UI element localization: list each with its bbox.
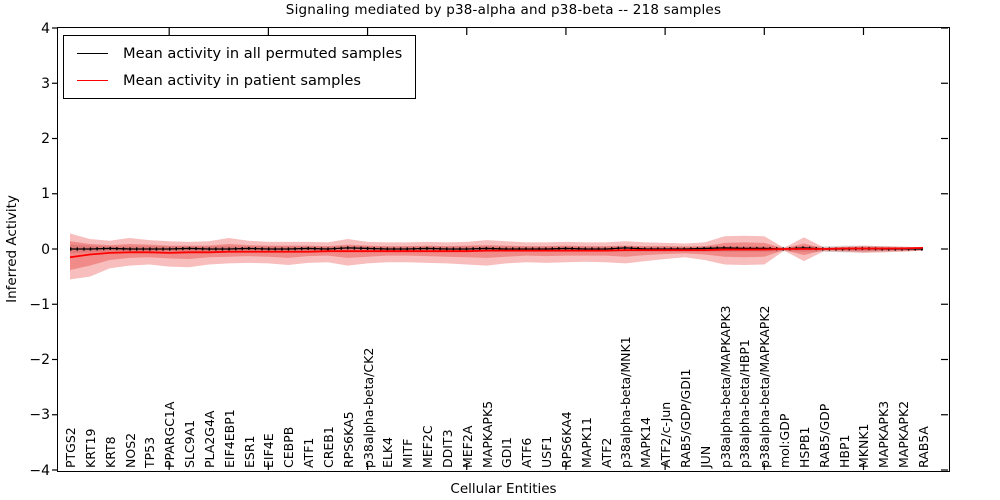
x-tick-label: RPS6KA4 [558, 411, 574, 468]
legend-line-black-icon [77, 53, 108, 54]
x-tick-label: p38alpha-beta/CK2 [360, 347, 376, 468]
legend: Mean activity in all permuted samples Me… [63, 35, 417, 99]
x-tick-label: PLA2G4A [201, 410, 217, 468]
y-tick-label: −1 [29, 296, 50, 313]
y-tick-label: 0 [41, 241, 50, 258]
x-tick-label: ATF2 [598, 437, 614, 468]
y-tick-label: −4 [29, 462, 50, 479]
y-tick-label: 2 [41, 131, 50, 147]
x-tick-label: p38alpha-beta/MNK1 [618, 336, 634, 468]
y-tick-label: 1 [41, 186, 50, 203]
x-tick-label: RPS6KA5 [340, 411, 356, 468]
legend-item-patient: Mean activity in patient samples [77, 72, 402, 89]
x-tick-label: MAPKAPK5 [479, 400, 495, 468]
x-tick-label: ATF6 [519, 437, 535, 468]
legend-label-patient: Mean activity in patient samples [123, 72, 362, 89]
legend-label-permuted: Mean activity in all permuted samples [123, 45, 403, 62]
plot-canvas [52, 27, 948, 471]
x-tick-label: MAPKAPK2 [896, 400, 912, 468]
x-axis-title: Cellular Entities [450, 481, 557, 497]
x-tick-label: RAB5/GDP [816, 403, 832, 468]
x-tick-label: HBP1 [836, 434, 852, 468]
x-tick-label: KRT19 [82, 428, 98, 468]
x-tick-label: PPARGC1A [162, 401, 178, 468]
y-tick-label: 3 [41, 75, 50, 92]
x-tick-label: ELK4 [380, 436, 396, 468]
x-tick-label: mol:GDP [777, 413, 793, 468]
x-tick-label: ATF1 [301, 437, 317, 468]
band-patient-outer-band [70, 233, 923, 280]
x-tick-label: NOS2 [122, 432, 138, 468]
x-tick-label: MAPK14 [638, 417, 654, 468]
x-tick-label: MEF2C [420, 425, 436, 468]
x-tick-label: p38alpha-beta/HBP1 [737, 339, 753, 468]
legend-line-red-icon [77, 80, 108, 81]
x-tick-label: HSPB1 [796, 426, 812, 468]
x-tick-label: PTGS2 [63, 427, 78, 468]
x-tick-label: JUN [697, 445, 713, 468]
x-tick-label: RAB5/GDP/GDI1 [677, 368, 693, 468]
chart-title: Signaling mediated by p38-alpha and p38-… [285, 2, 722, 18]
x-tick-label: ESR1 [241, 435, 257, 468]
y-tick-label: −2 [29, 352, 50, 368]
x-tick-label: MAPK11 [578, 417, 594, 468]
x-tick-label: DDIT3 [439, 429, 455, 468]
x-tick-label: MKNK1 [856, 423, 872, 468]
x-tick-label: CEBPB [281, 426, 297, 468]
x-tick-label: MITF [400, 438, 416, 468]
x-tick-label: GDI1 [499, 437, 515, 468]
x-tick-label: MAPKAPK3 [876, 400, 892, 468]
x-tick-label: CREB1 [320, 426, 336, 468]
y-tick-label: 4 [41, 20, 50, 37]
x-tick-label: RAB5A [916, 426, 931, 468]
x-tick-label: KRT8 [102, 436, 118, 468]
x-tick-label: TP53 [142, 436, 158, 468]
y-tick-label: −3 [29, 407, 50, 424]
x-tick-label: EIF4EBP1 [221, 409, 237, 468]
x-tick-label: p38alpha-beta/MAPKAPK3 [717, 305, 733, 469]
x-tick-label: USF1 [539, 435, 555, 468]
plot-area [52, 27, 950, 472]
x-tick-label: p38alpha-beta/MAPKAPK2 [757, 305, 773, 469]
x-tick-label: SLC9A1 [182, 419, 198, 468]
x-tick-label: MEF2A [459, 425, 475, 468]
x-tick-label: ATF2/c-Jun [658, 401, 674, 468]
line-patient-mean [69, 246, 924, 259]
x-tick-label: EIF4E [261, 433, 277, 468]
legend-item-permuted: Mean activity in all permuted samples [77, 45, 402, 62]
